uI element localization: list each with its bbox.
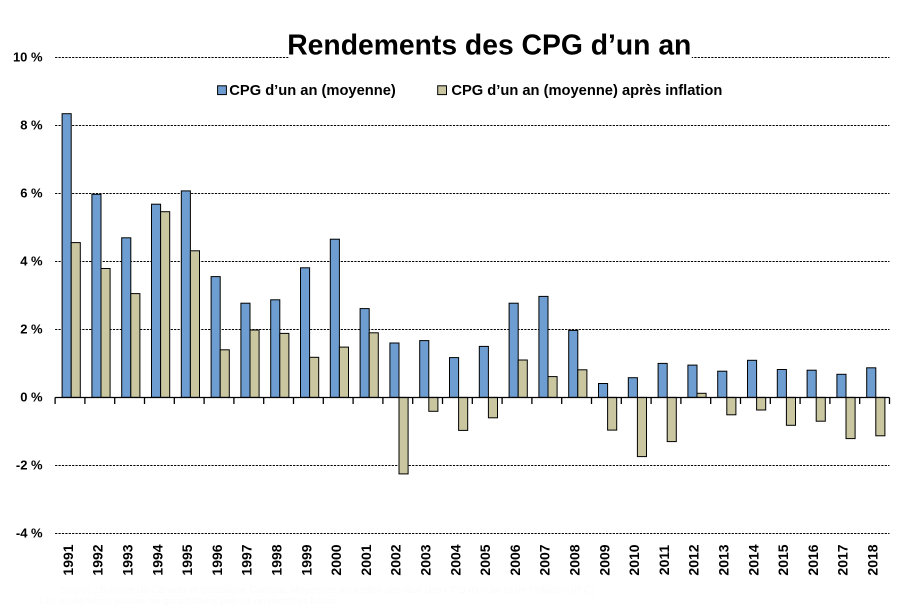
svg-text:2005: 2005 — [477, 544, 493, 575]
svg-text:2013: 2013 — [716, 544, 732, 575]
svg-text:1992: 1992 — [90, 544, 106, 575]
svg-text:2 %: 2 % — [20, 322, 43, 337]
svg-text:2012: 2012 — [686, 544, 702, 575]
svg-text:6 %: 6 % — [20, 186, 43, 201]
svg-text:1991: 1991 — [60, 544, 76, 575]
svg-text:2000: 2000 — [328, 544, 344, 575]
svg-text:2009: 2009 — [596, 544, 612, 575]
svg-text:2008: 2008 — [567, 544, 583, 575]
svg-text:-2 %: -2 % — [16, 458, 43, 473]
svg-text:1995: 1995 — [179, 544, 195, 575]
svg-text:0 %: 0 % — [20, 390, 43, 405]
svg-text:2015: 2015 — [775, 544, 791, 575]
svg-text:2017: 2017 — [835, 544, 851, 575]
svg-text:8 %: 8 % — [20, 117, 43, 132]
svg-text:10 %: 10 % — [13, 49, 43, 64]
svg-text:1994: 1994 — [149, 544, 165, 575]
svg-text:2007: 2007 — [537, 544, 553, 575]
svg-text:-4 %: -4 % — [16, 526, 43, 541]
svg-text:4 %: 4 % — [20, 254, 43, 269]
svg-text:CPG d’un an (moyenne): CPG d’un an (moyenne) — [229, 83, 396, 99]
svg-text:1993: 1993 — [120, 544, 136, 575]
svg-text:2004: 2004 — [447, 544, 463, 575]
svg-text:Rendements des CPG d’un an: Rendements des CPG d’un an — [287, 29, 691, 61]
svg-text:CPG d’un an (moyenne) après in: CPG d’un an (moyenne) après inflation — [451, 83, 722, 99]
svg-text:2003: 2003 — [418, 544, 434, 575]
svg-text:Source : Banque du Canada et S: Source : Banque du Canada et Statistique… — [60, 585, 597, 596]
svg-text:2002: 2002 — [388, 544, 404, 575]
svg-text:2010: 2010 — [626, 544, 642, 575]
svg-text:1996: 1996 — [209, 544, 225, 575]
svg-text:2006: 2006 — [507, 544, 523, 575]
svg-text:2016: 2016 — [805, 544, 821, 575]
svg-text:1999: 1999 — [298, 544, 314, 575]
svg-text:2018: 2018 — [865, 544, 881, 575]
svg-text:2014: 2014 — [745, 544, 761, 575]
svg-text:Les rendements passés ne garan: Les rendements passés ne garantissent pa… — [40, 596, 338, 607]
svg-text:2011: 2011 — [656, 545, 672, 576]
svg-text:2001: 2001 — [358, 544, 374, 575]
svg-text:1997: 1997 — [239, 544, 255, 575]
svg-text:1998: 1998 — [269, 544, 285, 575]
